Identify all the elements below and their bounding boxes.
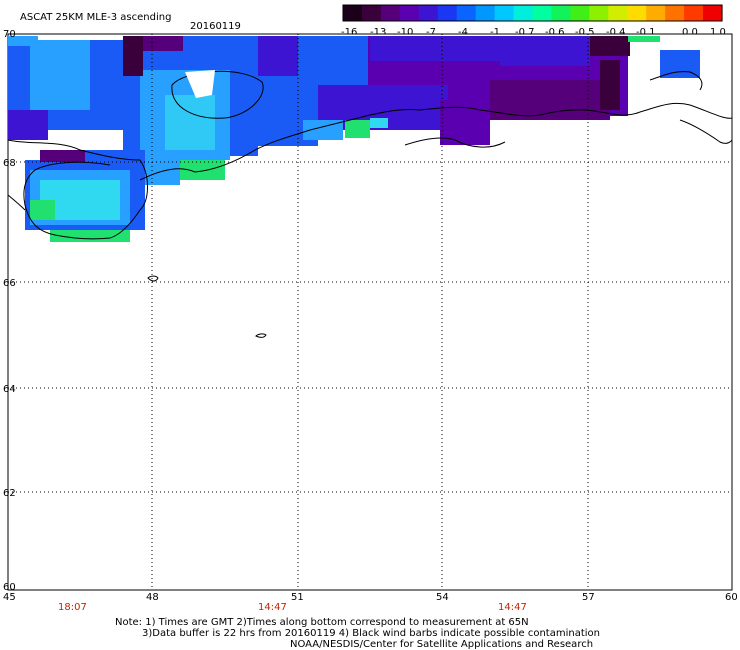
product-date: 20160119	[190, 21, 241, 32]
colorbar-label: -7	[426, 27, 436, 38]
colorbar-swatch	[475, 5, 496, 21]
graticule	[8, 34, 732, 590]
lat-tick-label: 64	[3, 384, 16, 395]
lon-tick-label: 45	[3, 592, 16, 603]
lon-tick-label: 48	[146, 592, 159, 603]
colorbar-outline	[342, 4, 723, 22]
colorbar-swatch	[589, 5, 609, 21]
pass-time-label: 14:47	[498, 602, 527, 613]
colorbar-swatch	[437, 5, 458, 21]
lat-tick-label: 68	[3, 158, 16, 169]
coastlines	[7, 70, 733, 338]
lat-tick-label: 62	[3, 488, 16, 499]
note-line-1: Note: 1) Times are GMT 2)Times along bot…	[115, 617, 529, 628]
colorbar-swatch	[608, 5, 628, 21]
colorbar-swatch	[570, 5, 590, 21]
lon-tick-label: 57	[582, 592, 595, 603]
colorbar-label: -1	[490, 27, 500, 38]
lon-axis: 45 48 51 54 57 60	[3, 592, 738, 603]
colorbar-swatch	[456, 5, 477, 21]
colorbar-label: -10	[397, 27, 413, 38]
lon-tick-label: 60	[725, 592, 738, 603]
colorbar-label: -16	[341, 27, 357, 38]
lat-tick-label: 60	[3, 582, 16, 593]
colorbar-swatch	[551, 5, 571, 21]
lon-tick-label: 51	[291, 592, 304, 603]
colorbar-label: -0.4	[606, 27, 626, 38]
time-axis: 18:07 14:47 14:47	[58, 602, 527, 613]
colorbar-swatch	[399, 5, 420, 21]
product-title: ASCAT 25KM MLE-3 ascending	[20, 12, 171, 23]
colorbar-swatch	[494, 5, 515, 21]
colorbar-swatch	[513, 5, 534, 21]
colorbar-label: 1.0	[710, 27, 726, 38]
colorbar-label: -0.6	[545, 27, 565, 38]
pass-time-label: 14:47	[258, 602, 287, 613]
scatterometer-swath	[8, 36, 700, 242]
colorbar-labels: -16 -13 -10 -7 -4 -1 -0.7 -0.6 -0.5 -0.4…	[341, 27, 726, 38]
colorbar-label: -13	[370, 27, 386, 38]
colorbar-label: -4	[458, 27, 468, 38]
lat-tick-label: 70	[3, 29, 16, 40]
pass-time-label: 18:07	[58, 602, 87, 613]
colorbar-swatch	[665, 5, 685, 21]
lon-tick-label: 54	[436, 592, 449, 603]
colorbar-swatch	[380, 5, 401, 21]
note-line-3: NOAA/NESDIS/Center for Satellite Applica…	[290, 639, 594, 650]
colorbar-swatch	[684, 5, 704, 21]
colorbar	[342, 4, 723, 22]
lat-tick-label: 66	[3, 278, 16, 289]
colorbar-swatch	[703, 5, 723, 21]
lat-axis: 70 68 66 64 62 60	[3, 29, 16, 593]
colorbar-swatch	[343, 5, 363, 21]
colorbar-label: -0.1	[636, 27, 656, 38]
colorbar-swatch	[646, 5, 666, 21]
colorbar-label: -0.5	[575, 27, 595, 38]
colorbar-swatch	[418, 5, 439, 21]
colorbar-swatch	[627, 5, 647, 21]
note-line-2: 3)Data buffer is 22 hrs from 20160119 4)…	[142, 628, 600, 639]
colorbar-label: -0.7	[515, 27, 535, 38]
colorbar-swatch	[532, 5, 553, 21]
colorbar-swatch	[361, 5, 382, 21]
colorbar-label: 0.0	[682, 27, 698, 38]
